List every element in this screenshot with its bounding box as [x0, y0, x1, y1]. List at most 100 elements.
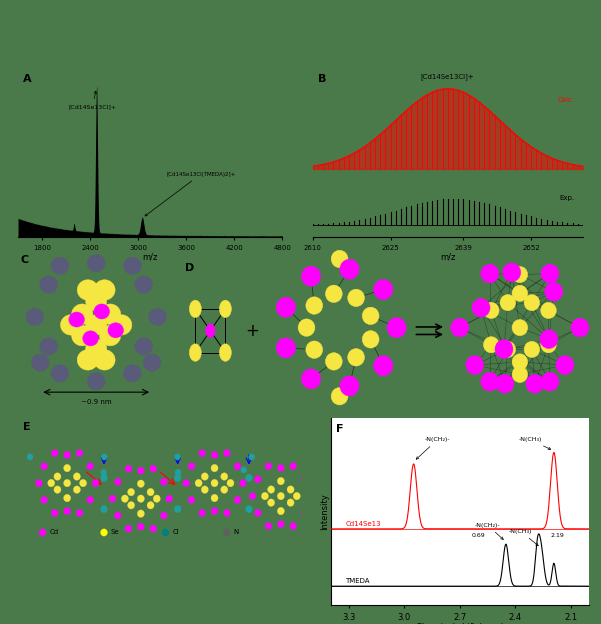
Circle shape — [526, 374, 544, 393]
Circle shape — [72, 326, 93, 346]
Circle shape — [261, 492, 269, 500]
Circle shape — [472, 298, 490, 317]
Circle shape — [40, 276, 58, 293]
Circle shape — [87, 496, 94, 504]
Circle shape — [211, 494, 218, 502]
Circle shape — [147, 502, 154, 509]
Circle shape — [234, 462, 241, 470]
Circle shape — [206, 324, 215, 338]
Text: B: B — [318, 74, 326, 84]
Circle shape — [189, 344, 201, 361]
Circle shape — [374, 280, 393, 300]
Circle shape — [340, 376, 359, 396]
Circle shape — [64, 507, 70, 515]
Circle shape — [160, 478, 167, 485]
Circle shape — [162, 529, 169, 536]
Circle shape — [125, 465, 132, 472]
Text: Cd14Se13: Cd14Se13 — [346, 520, 381, 527]
Circle shape — [502, 263, 520, 281]
Circle shape — [267, 485, 275, 493]
Circle shape — [174, 474, 181, 482]
Text: -N(CH₂)-: -N(CH₂)- — [475, 522, 503, 540]
Circle shape — [287, 485, 294, 493]
Circle shape — [245, 505, 252, 513]
Text: [Cd14Se13Cl]+: [Cd14Se13Cl]+ — [421, 74, 475, 80]
Circle shape — [153, 495, 160, 502]
Circle shape — [100, 304, 121, 324]
Circle shape — [94, 304, 109, 319]
Circle shape — [137, 495, 144, 502]
Circle shape — [512, 266, 528, 283]
Circle shape — [524, 295, 540, 311]
Circle shape — [87, 255, 105, 271]
Text: Cd: Cd — [49, 530, 58, 535]
Circle shape — [77, 280, 99, 300]
Circle shape — [241, 467, 247, 473]
Text: -N(CH₂)-: -N(CH₂)- — [416, 437, 450, 459]
Circle shape — [302, 266, 321, 286]
Circle shape — [276, 298, 296, 318]
Circle shape — [524, 341, 540, 358]
Text: Calc.: Calc. — [558, 97, 575, 104]
Circle shape — [85, 339, 107, 359]
Circle shape — [41, 496, 47, 504]
Circle shape — [278, 520, 284, 528]
Circle shape — [143, 354, 161, 371]
Circle shape — [249, 454, 255, 460]
Circle shape — [174, 505, 181, 513]
Circle shape — [201, 473, 209, 480]
Circle shape — [545, 282, 563, 301]
Text: F: F — [336, 424, 343, 434]
Circle shape — [195, 479, 202, 487]
Circle shape — [174, 454, 180, 460]
Text: A: A — [23, 74, 32, 84]
Circle shape — [111, 314, 132, 335]
Text: -N(CH₃): -N(CH₃) — [518, 437, 551, 449]
Circle shape — [124, 257, 141, 275]
Circle shape — [331, 250, 348, 268]
Circle shape — [52, 449, 58, 457]
Circle shape — [287, 499, 294, 507]
Circle shape — [108, 323, 124, 338]
Circle shape — [189, 300, 201, 318]
Circle shape — [512, 354, 528, 370]
Circle shape — [512, 366, 528, 383]
Circle shape — [51, 257, 69, 275]
Circle shape — [35, 479, 42, 487]
Circle shape — [40, 338, 58, 355]
Circle shape — [483, 302, 499, 319]
Circle shape — [347, 349, 364, 366]
Circle shape — [300, 509, 307, 517]
Circle shape — [26, 308, 44, 326]
Circle shape — [127, 502, 135, 509]
Circle shape — [52, 509, 58, 517]
Circle shape — [211, 464, 218, 472]
Circle shape — [100, 474, 108, 482]
Circle shape — [276, 338, 296, 358]
Circle shape — [166, 495, 172, 502]
Circle shape — [61, 314, 82, 335]
Circle shape — [94, 349, 115, 370]
Circle shape — [147, 489, 154, 496]
Circle shape — [331, 388, 348, 405]
Circle shape — [41, 462, 47, 470]
Circle shape — [277, 492, 284, 500]
Circle shape — [211, 479, 218, 487]
Circle shape — [221, 486, 228, 494]
Text: Se: Se — [111, 530, 120, 535]
Circle shape — [211, 507, 218, 515]
Circle shape — [125, 525, 132, 532]
Circle shape — [101, 469, 107, 475]
Circle shape — [512, 285, 528, 301]
Circle shape — [150, 525, 157, 532]
Circle shape — [306, 297, 323, 314]
Circle shape — [224, 529, 230, 536]
Circle shape — [87, 462, 94, 470]
Circle shape — [267, 499, 275, 507]
Circle shape — [31, 354, 49, 371]
Circle shape — [541, 302, 557, 319]
Circle shape — [160, 512, 167, 519]
Text: C: C — [21, 255, 29, 265]
Circle shape — [221, 473, 228, 480]
Text: TMEDA: TMEDA — [346, 578, 370, 584]
